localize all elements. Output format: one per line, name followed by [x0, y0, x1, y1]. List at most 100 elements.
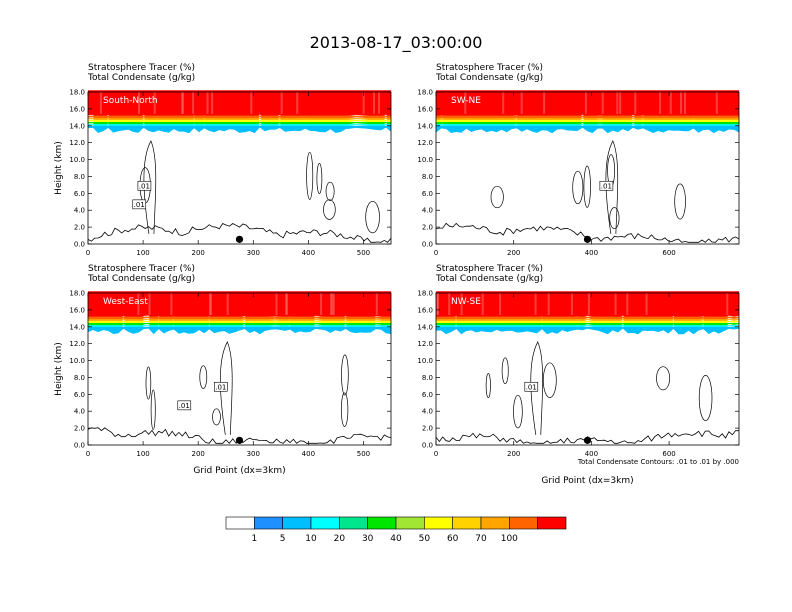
panel-label: West-East — [103, 297, 148, 307]
condensate-contour — [150, 389, 156, 430]
tracer-streak — [645, 293, 648, 315]
location-marker — [235, 235, 244, 243]
y-tick-label: 16.0 — [69, 105, 85, 113]
colorbar-swatch — [480, 516, 510, 530]
tracer-band — [88, 291, 391, 322]
colorbar-label: 40 — [390, 534, 402, 544]
x-tick-label: 0 — [86, 249, 90, 257]
tracer-streak — [436, 293, 439, 315]
y-tick-label: 6.0 — [422, 391, 433, 399]
panel-south-north: Stratosphere Tracer (%)Total Condensate … — [54, 63, 392, 257]
location-marker — [235, 436, 244, 444]
tracer-streak — [210, 293, 212, 315]
condensate-contour — [656, 366, 671, 391]
y-tick-label: 6.0 — [74, 190, 85, 198]
colorbar-swatch — [282, 516, 312, 530]
y-tick-label: 2.0 — [74, 224, 85, 232]
tracer-streak — [250, 92, 253, 114]
tracer-streak — [280, 92, 283, 114]
condensate-contour — [501, 357, 509, 384]
tracer-streak — [619, 92, 622, 114]
y-tick-label: 6.0 — [422, 190, 433, 198]
tracer-streak — [659, 92, 662, 114]
tracer-streak — [153, 92, 156, 114]
x-tick-label: 0 — [434, 450, 438, 458]
field-label: Stratosphere Tracer (%) — [88, 63, 195, 73]
colorbar: 1 5 10 20 30 40 50 60 70 100 — [225, 516, 567, 544]
colorbar-label: 5 — [280, 534, 286, 544]
tracer-streak — [226, 293, 229, 315]
y-tick-label: 10.0 — [417, 156, 433, 164]
tracer-streak — [464, 92, 467, 114]
tracer-streak — [634, 92, 637, 114]
x-tick-label: 200 — [191, 450, 204, 458]
colorbar-swatch — [367, 516, 397, 530]
panel-label: NW-SE — [451, 297, 481, 307]
tracer-streak — [192, 92, 195, 114]
tracer-streak — [148, 293, 151, 315]
condensate-contour — [325, 181, 335, 201]
panel-label: South-North — [103, 96, 158, 106]
x-tick-label: 300 — [247, 450, 260, 458]
panel-label: SW-NE — [451, 96, 481, 106]
contour-label: .01 — [134, 201, 145, 209]
contour-label: .01 — [215, 383, 226, 391]
contour-label-box — [524, 381, 539, 392]
x-tick-label: 0 — [434, 249, 438, 257]
condensate-contour — [674, 183, 686, 220]
panel-west-east: Stratosphere Tracer (%)Total Condensate … — [54, 264, 392, 476]
tracer-streak — [502, 92, 505, 114]
tracer-streak — [570, 293, 573, 315]
condensate-contour — [340, 392, 349, 427]
contour-label-box — [137, 180, 152, 191]
plot-frame — [87, 292, 392, 446]
colorbar-swatch — [509, 516, 538, 530]
x-axis-label: Grid Point (dx=3km) — [193, 466, 285, 476]
y-tick-label: 8.0 — [74, 374, 85, 382]
x-tick-label: 500 — [357, 450, 370, 458]
location-marker — [583, 436, 592, 444]
condensate-contour — [145, 366, 152, 400]
panel-nw-se: Stratosphere Tracer (%)Total Condensate … — [417, 264, 740, 486]
y-tick-label: 6.0 — [74, 391, 85, 399]
condensate-contour — [485, 373, 491, 399]
colorbar-swatch — [395, 516, 425, 530]
y-tick-label: 14.0 — [417, 122, 433, 130]
y-tick-label: 0.0 — [74, 442, 85, 450]
colorbar-swatch — [225, 516, 255, 530]
tracer-streak — [584, 92, 587, 114]
panel-sw-ne: Stratosphere Tracer (%)Total Condensate … — [417, 63, 740, 257]
y-tick-label: 4.0 — [422, 408, 433, 416]
tracer-streak — [331, 293, 334, 315]
colorbar-label: 60 — [447, 534, 459, 544]
condensate-contour — [583, 165, 591, 208]
contour-label: .01 — [526, 383, 537, 391]
field-label: Stratosphere Tracer (%) — [436, 63, 543, 73]
field-label: Total Condensate (g/kg) — [87, 274, 195, 284]
x-tick-label: 600 — [662, 450, 675, 458]
contour-label-box — [132, 199, 147, 210]
y-tick-label: 16.0 — [417, 306, 433, 314]
y-tick-label: 12.0 — [69, 340, 85, 348]
tracer-streak — [362, 92, 365, 114]
condensate-contour — [605, 140, 619, 234]
contour-label: .01 — [601, 182, 612, 190]
y-tick-label: 0.0 — [422, 442, 433, 450]
tracer-streak — [626, 293, 629, 315]
contour-label: .01 — [139, 182, 150, 190]
tracer-streak — [170, 293, 173, 315]
condensate-contour — [365, 200, 380, 234]
x-tick-label: 400 — [302, 249, 315, 257]
tracer-streak — [137, 293, 140, 315]
tracer-band — [88, 90, 391, 121]
tracer-band — [436, 90, 739, 121]
condensate-contour — [219, 341, 233, 435]
y-tick-label: 10.0 — [69, 357, 85, 365]
condensate-contour — [199, 365, 208, 389]
y-tick-label: 10.0 — [417, 357, 433, 365]
y-tick-label: 12.0 — [417, 340, 433, 348]
tracer-streak — [181, 92, 184, 114]
colorbar-label: 10 — [305, 534, 317, 544]
condensate-contour — [698, 375, 713, 421]
